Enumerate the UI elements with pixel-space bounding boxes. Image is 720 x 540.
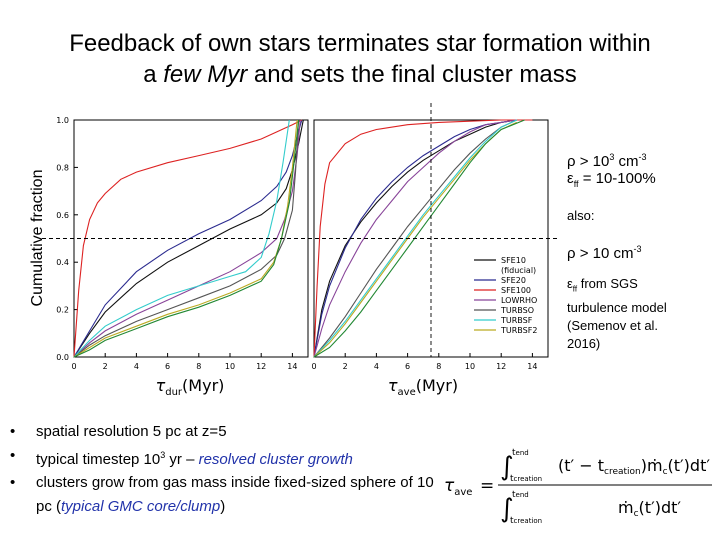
- x-tick-label: 6: [405, 362, 410, 371]
- x-tick-label: 8: [196, 362, 201, 371]
- series-line-sfe100: [73, 119, 303, 358]
- legend-label: TURBSO: [500, 306, 534, 315]
- legend-label: SFE10: [501, 256, 526, 265]
- integral-sign: ∫: [500, 452, 514, 482]
- x-tick-label: 6: [165, 362, 170, 371]
- series-line-extra-7: [313, 119, 525, 358]
- legend: SFE10(fiducial)SFE20SFE100LOWRHOTURBSOTU…: [474, 256, 537, 335]
- y-axis-label: Cumulative fraction: [29, 170, 46, 307]
- denominator: ṁc(t′)dt′: [618, 498, 681, 519]
- series-line-lowrho: [73, 119, 301, 358]
- title-line-1: Feedback of own stars terminates star fo…: [69, 30, 651, 57]
- y-tick-label: 0.0: [56, 353, 69, 362]
- slide-title: Feedback of own stars terminates star fo…: [0, 28, 720, 90]
- x-tick-label: 4: [374, 362, 379, 371]
- x-tick-label: 8: [436, 362, 441, 371]
- x-tick-label: 4: [134, 362, 139, 371]
- x-tick-label: 2: [103, 362, 108, 371]
- y-tick-label: 0.2: [56, 306, 69, 315]
- x-tick-label: 12: [256, 362, 266, 371]
- legend-label: SFE100: [501, 286, 531, 295]
- formula-equals: =: [480, 476, 494, 496]
- integral-sign: ∫: [500, 494, 514, 524]
- legend-label: TURBSF: [500, 316, 533, 325]
- bullet-list: • spatial resolution 5 pc at z=5 • typical…: [8, 420, 448, 518]
- y-tick-label: 0.6: [56, 211, 69, 220]
- x-tick-label: 10: [465, 362, 475, 371]
- x-tick-label: 0: [71, 362, 76, 371]
- formula-lhs: τave: [444, 476, 472, 498]
- series-line-turbso: [73, 119, 300, 358]
- efficiency-condition: εff = 10-100%: [567, 170, 656, 189]
- tau-ave-formula: τave = ∫ tend tcreation (t′ − tcreation)…: [444, 448, 712, 525]
- x-axis-label-right: τave(Myr): [388, 376, 458, 398]
- density-condition: ρ > 103 cm-3: [567, 152, 647, 170]
- series-line-turbso: [313, 119, 518, 358]
- integral-lower: tcreation: [510, 474, 542, 484]
- y-tick-label: 0.4: [56, 258, 69, 267]
- list-item: • spatial resolution 5 pc at z=5: [10, 423, 227, 440]
- numerator: (t′ − tcreation)ṁc(t′)dt′: [558, 456, 710, 477]
- series-line-sfe20: [73, 119, 303, 358]
- title-line-2: a few Myr and sets the final cluster mas…: [143, 61, 577, 88]
- series-line-sfe100: [313, 119, 533, 358]
- series-line-lowrho: [313, 119, 517, 358]
- low-density-condition: ρ > 10 cm-3: [567, 244, 642, 262]
- legend-label: (fiducial): [501, 266, 536, 275]
- list-item: • clusters grow from gas mass inside fixe…: [10, 474, 434, 515]
- y-tick-label: 1.0: [56, 116, 69, 125]
- x-tick-label: 14: [287, 362, 297, 371]
- integral-upper: tend: [512, 490, 529, 500]
- also-label: also:: [567, 208, 595, 223]
- list-item: • typical timestep 103 yr – resolved clus…: [10, 446, 353, 468]
- x-tick-label: 12: [496, 362, 506, 371]
- x-tick-label: 0: [311, 362, 316, 371]
- series-line-turbsf: [313, 119, 518, 358]
- series-line-turbsf: [73, 119, 290, 358]
- legend-label: LOWRHO: [501, 296, 537, 305]
- y-tick-label: 0.8: [56, 163, 69, 172]
- sgs-model-note: εff from SGS turbulence model (Semenov e…: [567, 276, 667, 351]
- integral-lower: tcreation: [510, 516, 542, 525]
- x-tick-label: 2: [343, 362, 348, 371]
- series-line-turbsf2: [73, 119, 298, 358]
- legend-label: TURBSF2: [500, 326, 537, 335]
- series-line-sfe20: [313, 119, 517, 358]
- x-axis-label-left: τdur(Myr): [156, 376, 225, 398]
- model-line: 2016): [567, 335, 601, 351]
- series-line-extra-7: [73, 119, 300, 358]
- series-line-sfe10: [313, 119, 517, 358]
- x-tick-label: 10: [225, 362, 235, 371]
- model-line: (Semenov et al.: [567, 317, 659, 333]
- panel-left: 0 2 4 6 8 10 12 14 0.0 0.2 0.4 0.6 0.8 1.0: [56, 116, 309, 371]
- integral-upper: tend: [512, 448, 529, 458]
- x-tick-label: 14: [527, 362, 537, 371]
- model-line: turbulence model: [567, 299, 667, 315]
- legend-label: SFE20: [501, 276, 526, 285]
